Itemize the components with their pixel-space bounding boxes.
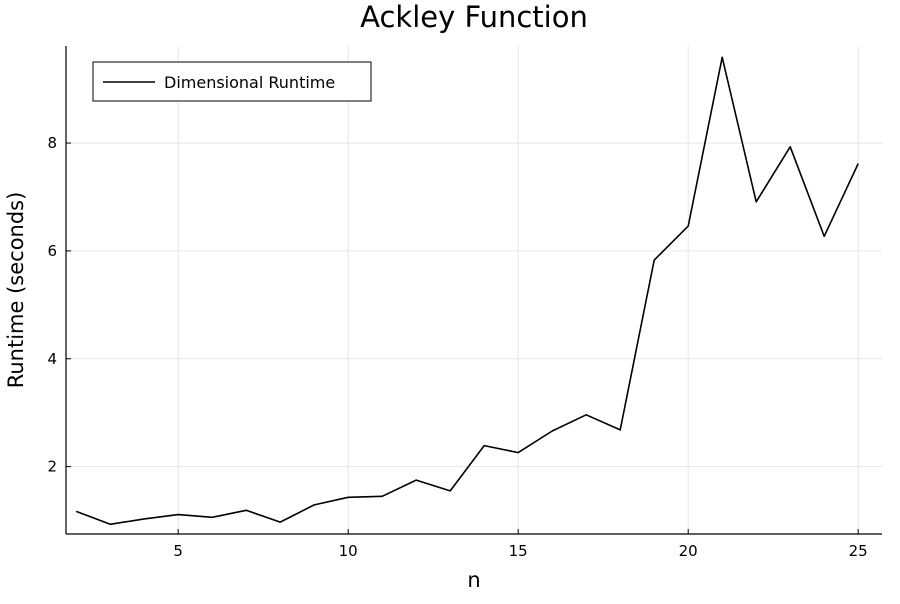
series-layer	[75, 56, 859, 526]
legend: Dimensional Runtime	[92, 61, 372, 102]
axes-layer	[65, 46, 882, 535]
legend-label: Dimensional Runtime	[164, 73, 335, 92]
x-tick-label: 15	[509, 542, 528, 560]
x-axis-title: n	[467, 568, 480, 592]
chart-title: Ackley Function	[360, 0, 588, 34]
grid-layer	[66, 46, 882, 534]
x-tick-label: 5	[173, 542, 183, 560]
y-tick-label: 2	[47, 458, 57, 476]
x-tick-label: 25	[849, 542, 868, 560]
series-line-dimensional-runtime	[75, 56, 859, 526]
ticks-layer: 5 10 15 20 25 2 4 6 8	[47, 134, 867, 560]
y-axis-title: Runtime (seconds)	[4, 192, 28, 389]
x-tick-label: 10	[339, 542, 358, 560]
y-tick-label: 6	[47, 242, 57, 260]
x-tick-label: 20	[679, 542, 698, 560]
y-tick-label: 8	[47, 134, 57, 152]
y-tick-label: 4	[47, 350, 57, 368]
